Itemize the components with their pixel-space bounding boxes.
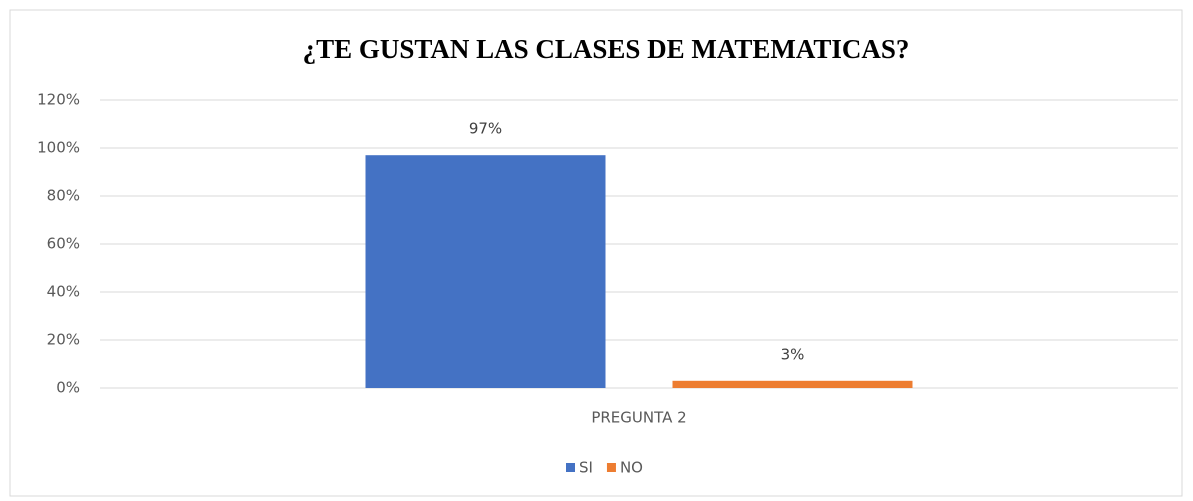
bar xyxy=(672,380,913,388)
bar xyxy=(365,155,606,388)
data-label: 3% xyxy=(781,345,805,363)
y-tick-label: 40% xyxy=(47,283,80,301)
legend-swatch xyxy=(606,463,616,472)
legend-label: SI xyxy=(579,459,593,477)
data-label: 97% xyxy=(469,120,502,138)
y-tick-label: 0% xyxy=(56,379,80,397)
y-tick-label: 120% xyxy=(37,91,80,109)
chart-title: ¿TE GUSTAN LAS CLASES DE MATEMATICAS? xyxy=(303,34,910,64)
y-tick-label: 60% xyxy=(47,235,80,253)
y-tick-label: 80% xyxy=(47,187,80,205)
legend-swatch xyxy=(566,463,575,472)
y-tick-label: 100% xyxy=(37,139,80,157)
y-tick-label: 20% xyxy=(47,331,80,349)
legend-label: NO xyxy=(620,459,643,477)
x-tick-label: PREGUNTA 2 xyxy=(591,409,686,427)
